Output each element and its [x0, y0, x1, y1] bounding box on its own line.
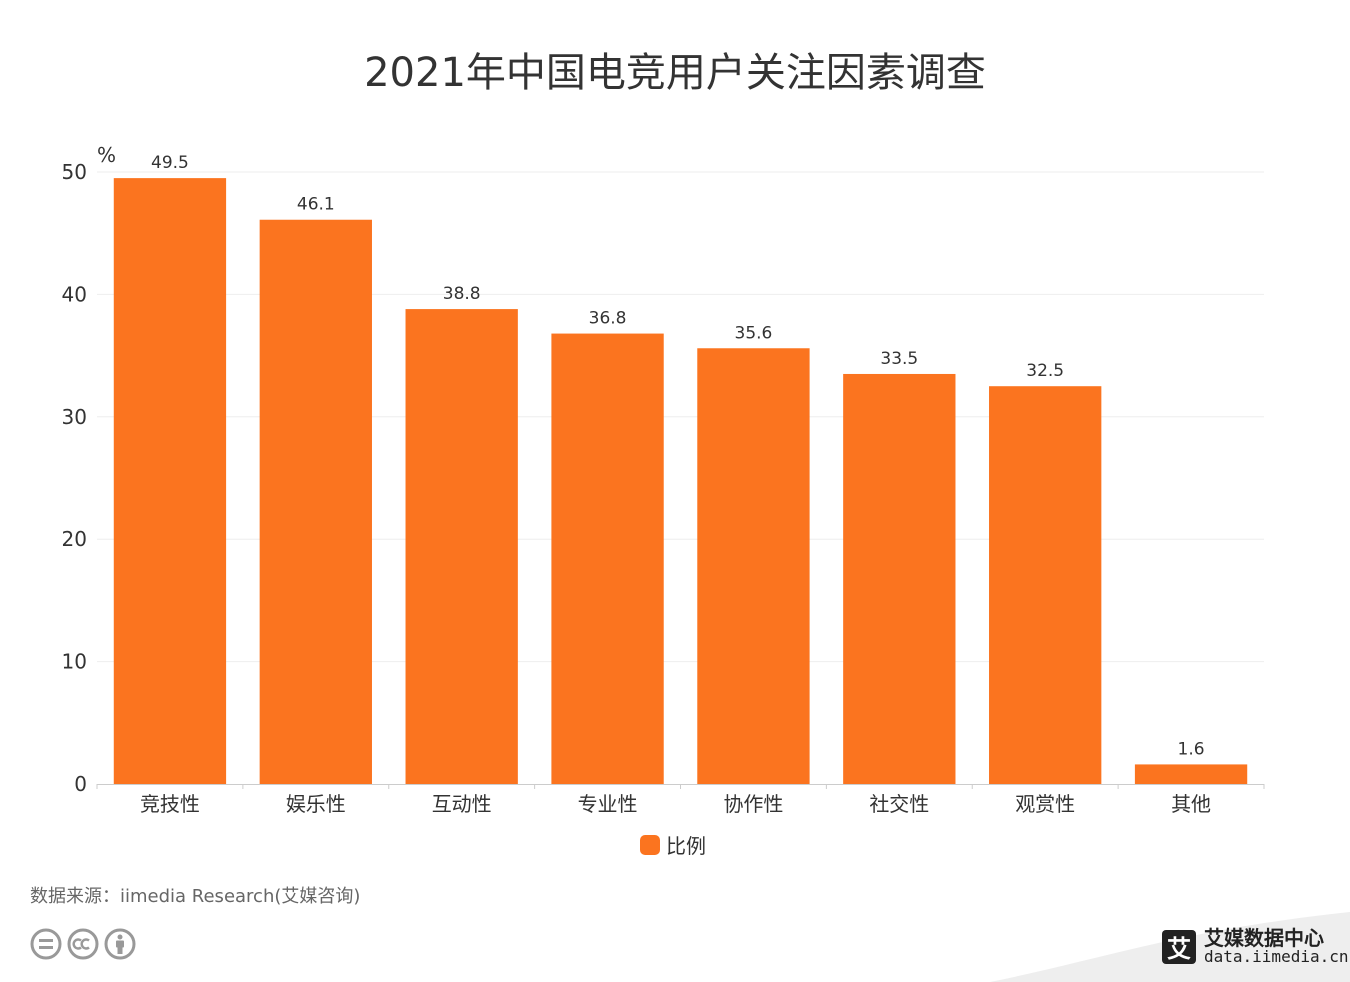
data-label: 1.6 [1178, 739, 1205, 759]
legend[interactable]: 比例 [640, 830, 706, 859]
data-label: 36.8 [589, 309, 627, 329]
y-tick-label: 20 [62, 527, 87, 551]
bar [989, 386, 1102, 784]
bar [405, 309, 518, 784]
data-label: 32.5 [1026, 361, 1064, 381]
y-unit-label: % [97, 143, 116, 167]
bar [843, 373, 956, 784]
person-icon [104, 928, 136, 960]
data-label: 35.6 [735, 323, 773, 343]
bar [697, 348, 810, 784]
data-label: 38.8 [443, 284, 481, 304]
legend-swatch [640, 834, 660, 855]
license-icons [30, 928, 136, 960]
brand-url: data.iimedia.cn [1204, 947, 1349, 966]
brand-name: 艾媒数据中心 [1204, 926, 1324, 950]
data-label: 49.5 [151, 153, 189, 173]
y-tick-label: 40 [62, 282, 87, 306]
bar [113, 178, 227, 784]
x-tick-label: 互动性 [432, 792, 492, 816]
y-tick-label: 10 [62, 650, 87, 674]
y-tick-label: 0 [74, 772, 87, 796]
x-tick-label: 其他 [1171, 792, 1211, 816]
legend-label: 比例 [666, 834, 706, 858]
cc-icon [67, 928, 99, 960]
x-tick-label: 竞技性 [140, 792, 200, 816]
data-source: 数据来源：iimedia Research(艾媒咨询) [30, 886, 361, 907]
y-tick-label: 50 [62, 160, 87, 184]
chart-title: 2021年中国电竞用户关注因素调查 [364, 50, 986, 96]
brand-logo: 艾 [1162, 929, 1196, 964]
x-tick-label: 观赏性 [1015, 792, 1075, 816]
x-tick-label: 专业性 [578, 792, 638, 816]
bar [259, 219, 372, 785]
bar [1134, 764, 1248, 784]
data-label: 46.1 [297, 195, 335, 215]
x-tick-label: 社交性 [869, 792, 929, 816]
equal-icon [30, 928, 62, 960]
x-tick-label: 协作性 [723, 792, 783, 816]
bar [551, 333, 664, 784]
x-tick-label: 娱乐性 [286, 792, 346, 816]
data-label: 33.5 [880, 349, 918, 369]
y-tick-label: 30 [62, 405, 87, 429]
brand: 艾 艾媒数据中心 data.iimedia.cn [1162, 928, 1349, 966]
